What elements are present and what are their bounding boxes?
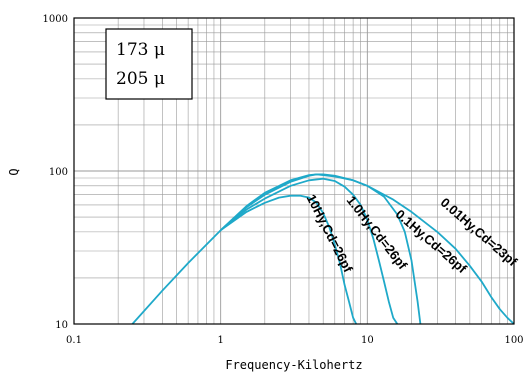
legend-frame [105, 28, 193, 100]
plot-frame [73, 17, 515, 325]
y-tick-label: 10 [55, 320, 68, 331]
series-line-2 [220, 177, 399, 325]
legend-box: 173 μ 205 μ [105, 28, 193, 100]
x-tick-label: 10 [361, 335, 374, 346]
tick-label-group: 0.1 1 10 100 10 100 1000 [43, 14, 523, 346]
curve-group [131, 173, 515, 325]
x-tick-label: 100 [504, 335, 523, 346]
x-tick-label: 1 [217, 335, 223, 346]
y-axis-label: Q [7, 168, 21, 175]
legend-item-205: 205 μ [116, 69, 165, 89]
y-tick-label: 100 [49, 167, 68, 178]
x-axis-label: Frequency-Kilohertz [225, 358, 362, 372]
x-tick-label: 0.1 [66, 335, 82, 346]
y-tick-label: 1000 [43, 14, 68, 25]
legend-item-173: 173 μ [116, 40, 165, 60]
grid-lines [74, 18, 514, 324]
series-line-4 [220, 173, 515, 325]
